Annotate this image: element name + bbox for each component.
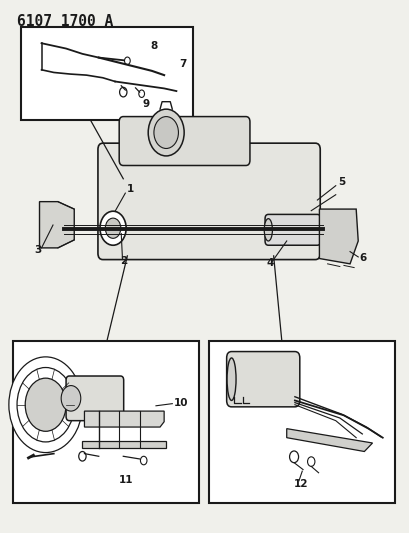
Circle shape bbox=[139, 90, 144, 98]
Ellipse shape bbox=[227, 358, 236, 400]
Circle shape bbox=[289, 451, 298, 463]
Circle shape bbox=[148, 109, 184, 156]
Bar bbox=[13, 341, 198, 503]
Polygon shape bbox=[319, 209, 357, 264]
Bar bbox=[209, 341, 394, 503]
Text: 1: 1 bbox=[126, 184, 133, 194]
FancyBboxPatch shape bbox=[98, 143, 319, 260]
Circle shape bbox=[100, 211, 126, 245]
Circle shape bbox=[79, 451, 86, 461]
FancyBboxPatch shape bbox=[119, 117, 249, 165]
Circle shape bbox=[307, 457, 314, 466]
Circle shape bbox=[105, 218, 121, 238]
FancyBboxPatch shape bbox=[226, 352, 299, 407]
Circle shape bbox=[17, 368, 74, 442]
Text: 7: 7 bbox=[178, 59, 186, 69]
FancyBboxPatch shape bbox=[66, 376, 124, 421]
Polygon shape bbox=[39, 201, 74, 248]
Circle shape bbox=[25, 378, 66, 431]
Polygon shape bbox=[84, 411, 164, 427]
Text: 3: 3 bbox=[34, 245, 41, 255]
Bar bbox=[21, 27, 192, 120]
Circle shape bbox=[9, 357, 82, 453]
Text: 12: 12 bbox=[293, 479, 308, 489]
Text: 9: 9 bbox=[142, 99, 149, 109]
Polygon shape bbox=[286, 429, 372, 451]
Text: 11: 11 bbox=[119, 475, 133, 486]
Text: 5: 5 bbox=[337, 176, 344, 187]
Circle shape bbox=[153, 117, 178, 149]
FancyBboxPatch shape bbox=[265, 214, 320, 245]
Text: 2: 2 bbox=[120, 256, 127, 266]
Circle shape bbox=[124, 57, 130, 64]
Text: 4: 4 bbox=[265, 259, 273, 269]
Ellipse shape bbox=[264, 219, 272, 241]
Text: 8: 8 bbox=[150, 41, 157, 51]
Circle shape bbox=[61, 385, 81, 411]
Circle shape bbox=[140, 456, 146, 465]
Text: 6107 1700 A: 6107 1700 A bbox=[17, 14, 113, 29]
Text: 10: 10 bbox=[173, 398, 188, 408]
Polygon shape bbox=[82, 441, 166, 448]
Circle shape bbox=[119, 87, 127, 97]
Text: 6: 6 bbox=[359, 253, 366, 263]
